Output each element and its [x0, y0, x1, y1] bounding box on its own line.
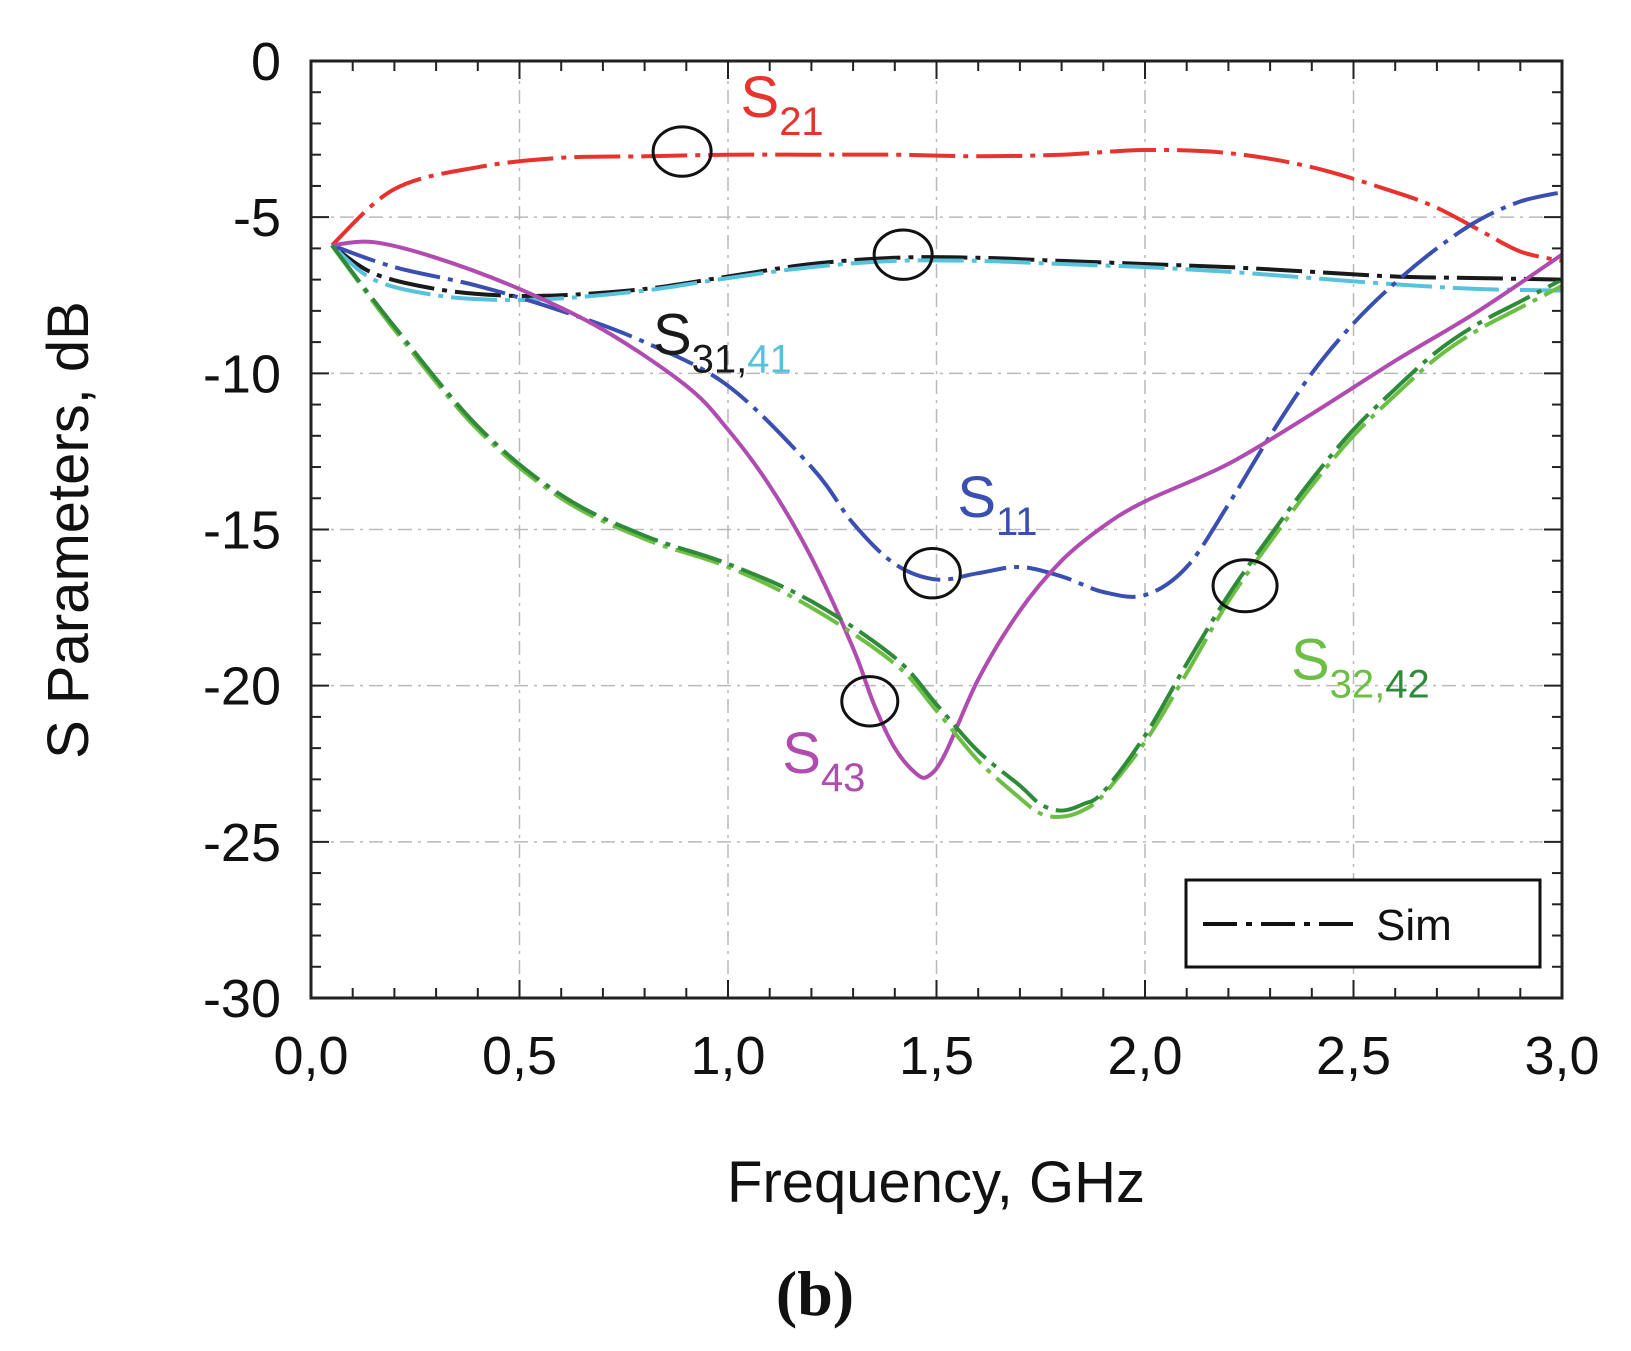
- curve-label-s31-41: S31,41: [653, 303, 792, 382]
- group-ellipses: [651, 125, 1279, 728]
- group-ellipse: [872, 228, 934, 281]
- y-tick-label: -30: [203, 969, 281, 1029]
- group-ellipse: [1211, 558, 1279, 614]
- group-ellipse: [840, 675, 900, 728]
- legend: Sim: [1184, 878, 1542, 969]
- x-tick-label: 3,0: [1524, 1026, 1599, 1086]
- curve-label-s32-42: S32,42: [1291, 627, 1430, 706]
- x-axis-title: Frequency, GHz: [727, 1150, 1145, 1215]
- group-ellipse: [902, 547, 962, 600]
- series-s21: [330, 147, 1563, 263]
- x-tick-label: 2,5: [1316, 1026, 1391, 1086]
- grid: [311, 61, 1562, 998]
- y-tick-label: -5: [233, 188, 281, 248]
- axis-ticks: [310, 60, 1563, 999]
- figure-caption: (b): [776, 1258, 854, 1329]
- series-s41: [330, 243, 1563, 303]
- y-tick-label: 0: [251, 32, 281, 92]
- series-group: [330, 147, 1564, 820]
- curve-labels: S21 S31,41 S11 S43 S32,42: [653, 65, 1430, 800]
- y-axis-title: S Parameters, dB: [36, 301, 101, 759]
- x-tick-label: 0,5: [482, 1026, 557, 1086]
- tick-labels: 0,0 0,5 1,0 1,5 2,0 2,5 3,0 0 -5 -10 -15 -20 -25 -30: [203, 32, 1600, 1086]
- legend-box: [1184, 878, 1542, 969]
- series-s43: [331, 239, 1564, 780]
- series-s42: [330, 244, 1563, 813]
- group-ellipse: [651, 125, 713, 178]
- x-tick-label: 0,0: [273, 1026, 348, 1086]
- curve-label-s11: S11: [957, 465, 1037, 544]
- x-tick-label: 2,0: [1107, 1026, 1182, 1086]
- x-tick-label: 1,0: [690, 1026, 765, 1086]
- curve-label-s43: S43: [782, 721, 865, 800]
- x-tick-label: 1,5: [899, 1026, 974, 1086]
- series-s31: [330, 243, 1563, 299]
- y-tick-label: -15: [203, 501, 281, 561]
- legend-label-sim: Sim: [1376, 901, 1452, 950]
- curve-label-s21: S21: [741, 65, 824, 144]
- series-s32: [330, 244, 1563, 820]
- series-s11: [331, 190, 1563, 599]
- y-tick-label: -25: [203, 813, 281, 873]
- y-tick-label: -20: [203, 657, 281, 717]
- y-tick-label: -10: [203, 344, 281, 404]
